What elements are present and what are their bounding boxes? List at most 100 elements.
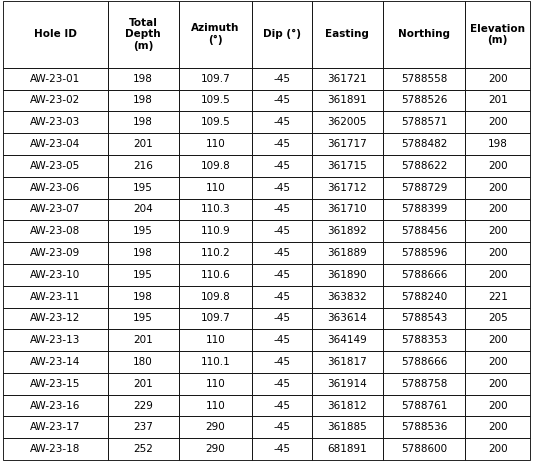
Text: -45: -45: [273, 183, 290, 193]
Text: AW-23-06: AW-23-06: [30, 183, 80, 193]
Bar: [179, 438, 252, 460]
Bar: [108, 351, 179, 373]
Bar: [3, 286, 108, 307]
Bar: [108, 177, 179, 199]
Text: AW-23-03: AW-23-03: [30, 117, 80, 127]
Text: -45: -45: [273, 357, 290, 367]
Bar: [465, 329, 530, 351]
Bar: [465, 373, 530, 395]
Text: 5788596: 5788596: [401, 248, 447, 258]
Bar: [383, 1, 465, 68]
Bar: [108, 133, 179, 155]
Bar: [3, 307, 108, 329]
Text: 5788622: 5788622: [401, 161, 447, 171]
Text: -45: -45: [273, 248, 290, 258]
Bar: [383, 199, 465, 220]
Bar: [179, 133, 252, 155]
Bar: [465, 177, 530, 199]
Bar: [252, 133, 312, 155]
Bar: [383, 177, 465, 199]
Bar: [312, 329, 383, 351]
Bar: [312, 286, 383, 307]
Bar: [252, 199, 312, 220]
Bar: [179, 264, 252, 286]
Bar: [383, 112, 465, 133]
Bar: [383, 351, 465, 373]
Bar: [465, 133, 530, 155]
Text: 110: 110: [206, 379, 225, 389]
Bar: [252, 1, 312, 68]
Bar: [108, 395, 179, 416]
Bar: [108, 220, 179, 242]
Text: -45: -45: [273, 335, 290, 345]
Bar: [179, 373, 252, 395]
Text: AW-23-05: AW-23-05: [30, 161, 80, 171]
Text: 110: 110: [206, 401, 225, 411]
Text: -45: -45: [273, 379, 290, 389]
Bar: [179, 68, 252, 89]
Text: 361812: 361812: [327, 401, 367, 411]
Bar: [3, 438, 108, 460]
Bar: [465, 264, 530, 286]
Text: AW-23-04: AW-23-04: [30, 139, 80, 149]
Text: 200: 200: [488, 422, 507, 432]
Text: 200: 200: [488, 270, 507, 280]
Bar: [252, 351, 312, 373]
Text: -45: -45: [273, 401, 290, 411]
Bar: [465, 351, 530, 373]
Text: 252: 252: [133, 444, 153, 454]
Bar: [179, 416, 252, 438]
Text: AW-23-11: AW-23-11: [30, 292, 80, 301]
Bar: [465, 286, 530, 307]
Text: 200: 200: [488, 204, 507, 214]
Bar: [312, 307, 383, 329]
Bar: [465, 416, 530, 438]
Text: 110.6: 110.6: [200, 270, 230, 280]
Bar: [312, 133, 383, 155]
Text: 237: 237: [133, 422, 153, 432]
Text: 205: 205: [488, 313, 507, 324]
Text: 216: 216: [133, 161, 153, 171]
Bar: [3, 199, 108, 220]
Bar: [465, 395, 530, 416]
Text: AW-23-16: AW-23-16: [30, 401, 80, 411]
Bar: [312, 220, 383, 242]
Text: 5788456: 5788456: [401, 226, 447, 236]
Text: 5788571: 5788571: [401, 117, 447, 127]
Bar: [108, 242, 179, 264]
Text: 201: 201: [133, 379, 153, 389]
Bar: [383, 155, 465, 177]
Bar: [312, 68, 383, 89]
Text: -45: -45: [273, 204, 290, 214]
Text: 5788558: 5788558: [401, 74, 447, 83]
Text: 200: 200: [488, 74, 507, 83]
Text: 5788666: 5788666: [401, 357, 447, 367]
Bar: [312, 264, 383, 286]
Bar: [252, 438, 312, 460]
Text: 180: 180: [133, 357, 153, 367]
Bar: [108, 286, 179, 307]
Bar: [3, 264, 108, 286]
Bar: [252, 286, 312, 307]
Text: AW-23-12: AW-23-12: [30, 313, 80, 324]
Bar: [252, 329, 312, 351]
Bar: [312, 351, 383, 373]
Text: AW-23-13: AW-23-13: [30, 335, 80, 345]
Text: 361817: 361817: [327, 357, 367, 367]
Bar: [312, 373, 383, 395]
Bar: [3, 351, 108, 373]
Text: 195: 195: [133, 226, 153, 236]
Text: 5788240: 5788240: [401, 292, 447, 301]
Bar: [465, 112, 530, 133]
Bar: [179, 395, 252, 416]
Bar: [179, 242, 252, 264]
Bar: [108, 1, 179, 68]
Bar: [465, 307, 530, 329]
Text: AW-23-01: AW-23-01: [30, 74, 80, 83]
Text: 200: 200: [488, 401, 507, 411]
Text: 109.8: 109.8: [200, 161, 230, 171]
Text: 110.1: 110.1: [200, 357, 230, 367]
Bar: [3, 395, 108, 416]
Bar: [3, 220, 108, 242]
Bar: [3, 242, 108, 264]
